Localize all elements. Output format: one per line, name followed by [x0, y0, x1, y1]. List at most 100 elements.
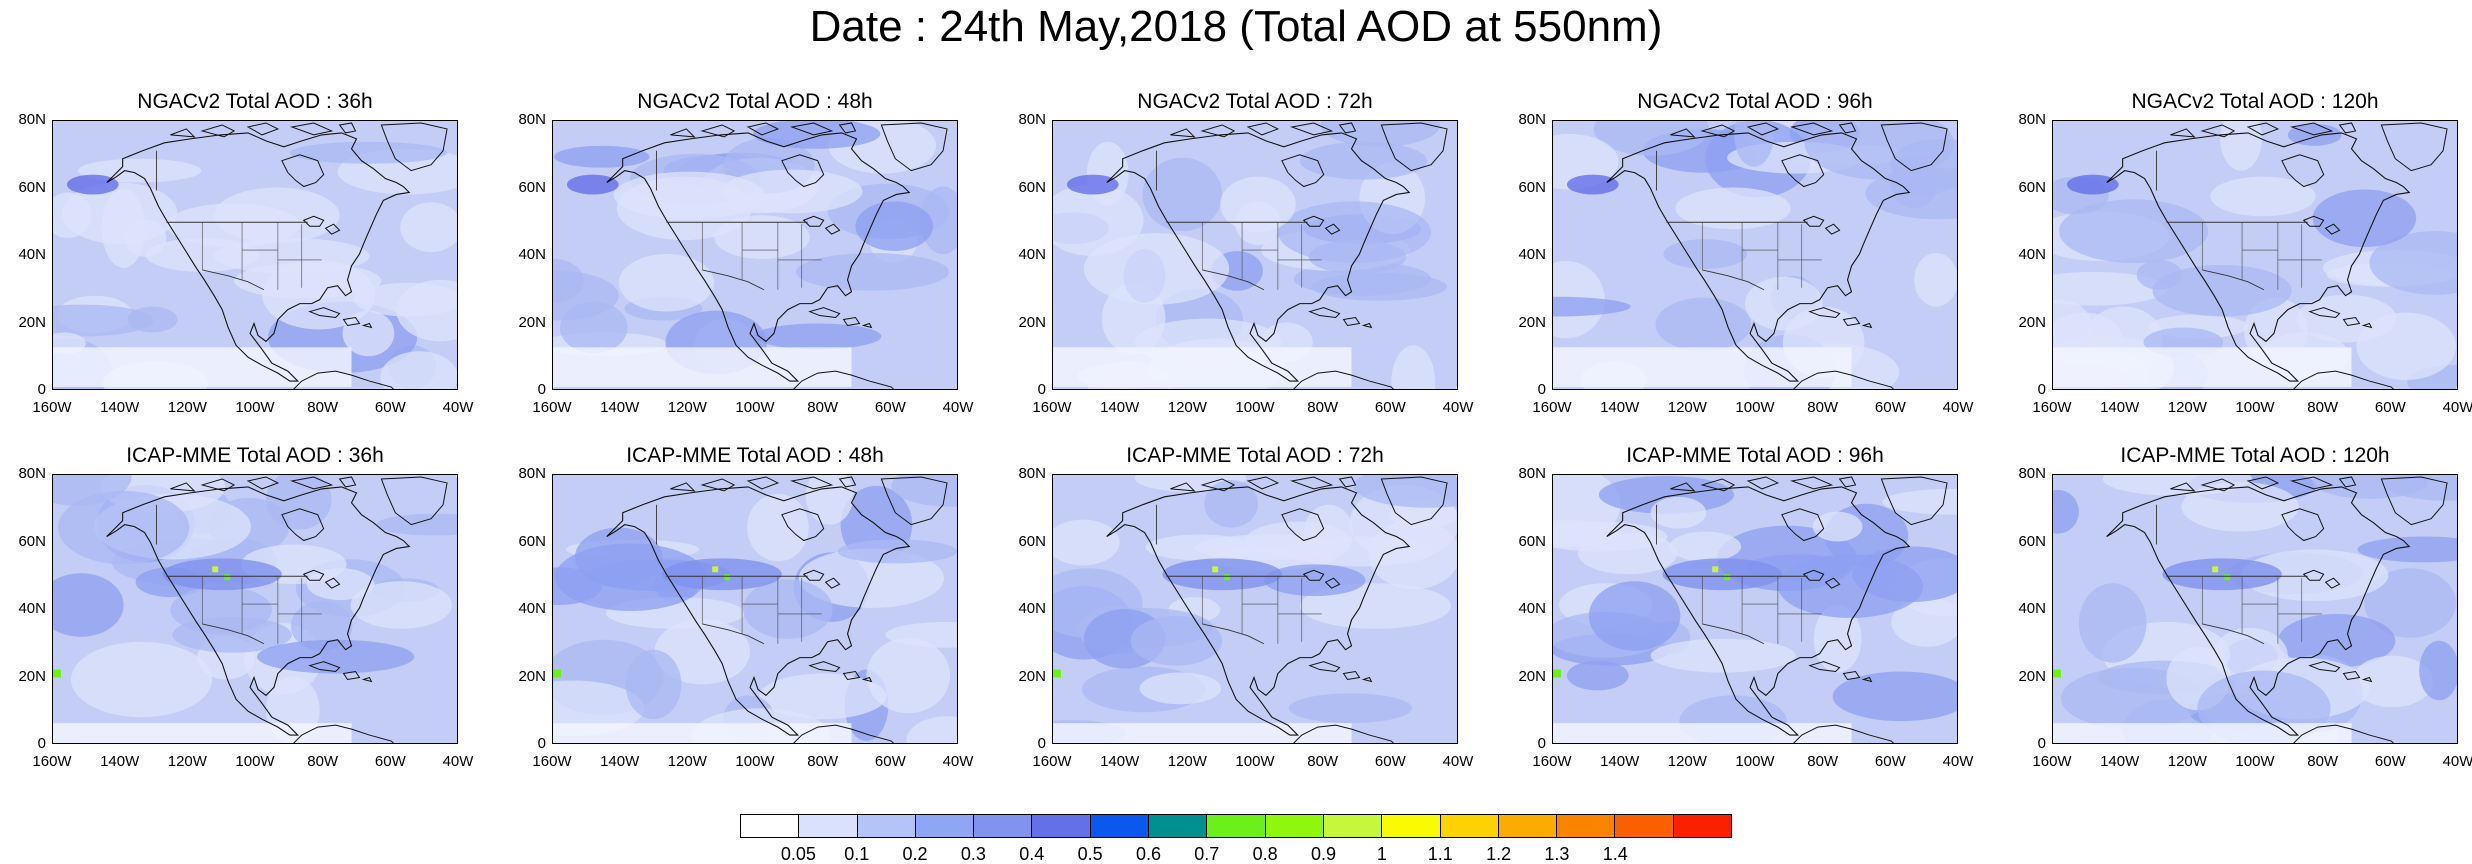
lon-tick-label: 100W: [735, 399, 775, 416]
lat-tick-label: 80N: [518, 465, 546, 482]
lat-tick-label: 40N: [2018, 246, 2046, 263]
map-panel: NGACv2 Total AOD : 36h 80N 60N 40N 20N 0 160W 1…: [0, 90, 560, 470]
lon-tick-label: 140W: [2100, 399, 2140, 416]
colorbar-box: [1207, 815, 1266, 837]
colorbar-label: 0.05: [780, 844, 816, 864]
map-panel: NGACv2 Total AOD : 48h 80N 60N 40N 20N 0 160W 1…: [500, 90, 1060, 470]
lat-tick-label: 0: [2037, 735, 2046, 752]
lat-tick-label: 60N: [2018, 532, 2046, 550]
lon-tick-label: 80W: [807, 753, 839, 770]
lon-tick-label: 40W: [2442, 399, 2472, 416]
lon-tick-label: 160W: [2032, 399, 2072, 416]
lon-tick-label: 60W: [1374, 753, 1406, 770]
lat-tick-label: 80N: [2018, 111, 2046, 128]
lon-tick-label: 140W: [600, 753, 640, 770]
lat-tick-label: 80N: [18, 111, 46, 128]
lat-tick-label: 80N: [2018, 465, 2046, 482]
lon-tick-label: 100W: [735, 753, 775, 770]
lon-tick-label: 120W: [1667, 753, 1707, 770]
lat-tick-label: 20N: [2018, 313, 2046, 331]
lon-tick-label: 40W: [2442, 753, 2472, 770]
panel-title: NGACv2 Total AOD : 120h: [2131, 90, 2379, 113]
aod-map: [1052, 474, 1458, 744]
lat-tick-label: 20N: [518, 667, 546, 685]
panel-title: NGACv2 Total AOD : 36h: [137, 90, 373, 113]
lon-tick-label: 100W: [2235, 753, 2275, 770]
colorbar-box: [1673, 815, 1732, 837]
lon-tick-label: 140W: [600, 399, 640, 416]
colorbar-box: [1498, 815, 1558, 837]
colorbar-box: [1557, 815, 1616, 837]
colorbar-box: [741, 815, 800, 837]
lon-tick-label: 140W: [2100, 753, 2140, 770]
lat-tick-label: 80N: [1518, 111, 1546, 128]
lat-tick-label: 20N: [2018, 667, 2046, 685]
lon-tick-label: 140W: [100, 399, 140, 416]
lat-tick-label: 0: [1537, 381, 1546, 398]
lat-tick-label: 40N: [518, 600, 546, 617]
lat-tick-label: 0: [537, 735, 546, 752]
lon-tick-label: 120W: [667, 753, 707, 770]
map-panel: ICAP-MME Total AOD : 72h 80N 60N 40N 20N 0 160…: [1000, 444, 1560, 824]
colorbar-box: [1265, 815, 1324, 837]
aod-map: [552, 474, 958, 744]
colorbar-label: 0.3: [960, 844, 986, 864]
lon-tick-label: 40W: [942, 753, 974, 770]
lon-tick-label: 80W: [1807, 399, 1839, 416]
colorbar-label: 1.1: [1427, 844, 1453, 864]
lat-tick-label: 80N: [1018, 465, 1046, 482]
colorbar-label: 0.4: [1019, 844, 1045, 864]
lon-tick-label: 40W: [1442, 399, 1474, 416]
lat-tick-label: 0: [1537, 735, 1546, 752]
lat-tick-label: 0: [37, 381, 46, 398]
aod-map: [1552, 120, 1958, 390]
lat-tick-label: 20N: [1518, 313, 1546, 331]
lat-tick-label: 80N: [1018, 111, 1046, 128]
lat-tick-label: 20N: [1518, 667, 1546, 685]
lon-tick-label: 60W: [1374, 399, 1406, 416]
lat-tick-label: 0: [37, 735, 46, 752]
lon-tick-label: 80W: [807, 399, 839, 416]
colorbar-label: 1: [1376, 844, 1387, 864]
lat-tick-label: 80N: [518, 111, 546, 128]
colorbar-box: [1382, 815, 1441, 837]
aod-map: [52, 474, 458, 744]
lon-tick-label: 40W: [1942, 399, 1974, 416]
colorbar-box: [799, 815, 858, 837]
lon-tick-label: 160W: [1532, 753, 1572, 770]
colorbar-label: 0.7: [1194, 844, 1220, 864]
lon-tick-label: 80W: [2307, 399, 2339, 416]
lat-tick-label: 20N: [18, 667, 46, 685]
lat-tick-label: 20N: [1018, 667, 1046, 685]
lon-tick-label: 120W: [1667, 399, 1707, 416]
lon-tick-label: 100W: [1735, 753, 1775, 770]
lon-tick-label: 120W: [1167, 753, 1207, 770]
lat-tick-label: 60N: [1018, 178, 1046, 196]
colorbar-label: 1.3: [1544, 844, 1570, 864]
lat-tick-label: 60N: [518, 178, 546, 196]
lon-tick-label: 100W: [235, 399, 275, 416]
lon-tick-label: 60W: [374, 399, 406, 416]
panel-title: ICAP-MME Total AOD : 96h: [1626, 444, 1884, 467]
lat-tick-label: 60N: [1518, 178, 1546, 196]
lon-tick-label: 160W: [32, 399, 72, 416]
map-panel: ICAP-MME Total AOD : 36h 80N 60N 40N 20N 0 160…: [0, 444, 560, 824]
aod-map: [2052, 474, 2458, 744]
lat-tick-label: 60N: [1018, 532, 1046, 550]
colorbar-box: [1440, 815, 1499, 837]
lat-tick-label: 20N: [18, 313, 46, 331]
map-panel: ICAP-MME Total AOD : 120h 80N 60N 40N 20N 0 16…: [2000, 444, 2472, 824]
lon-tick-label: 60W: [874, 753, 906, 770]
lon-tick-label: 60W: [2374, 753, 2406, 770]
colorbar-box: [1615, 815, 1674, 837]
lon-tick-label: 80W: [1307, 753, 1339, 770]
colorbar-box: [857, 815, 916, 837]
lat-tick-label: 20N: [518, 313, 546, 331]
lon-tick-label: 80W: [1807, 753, 1839, 770]
colorbar-label: 0.1: [844, 844, 870, 864]
main-title: Date : 24th May,2018 (Total AOD at 550nm…: [809, 2, 1663, 51]
lat-tick-label: 60N: [518, 532, 546, 550]
lon-tick-label: 60W: [2374, 399, 2406, 416]
lat-tick-label: 60N: [18, 532, 46, 550]
lat-tick-label: 0: [1037, 735, 1046, 752]
